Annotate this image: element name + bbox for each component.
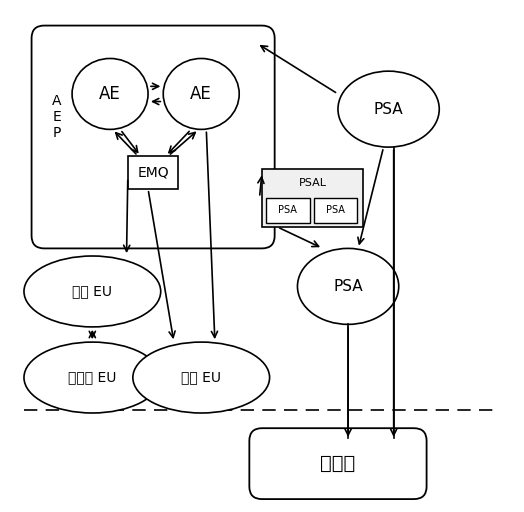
Text: EMQ: EMQ bbox=[137, 165, 169, 179]
FancyBboxPatch shape bbox=[128, 156, 179, 189]
Ellipse shape bbox=[133, 342, 269, 413]
Ellipse shape bbox=[298, 248, 399, 325]
FancyBboxPatch shape bbox=[249, 428, 427, 499]
Ellipse shape bbox=[24, 256, 161, 327]
Ellipse shape bbox=[72, 58, 148, 130]
Text: PSA: PSA bbox=[333, 279, 363, 294]
Text: PSAL: PSAL bbox=[299, 178, 326, 188]
FancyBboxPatch shape bbox=[314, 198, 357, 223]
Text: 同步 EU: 同步 EU bbox=[72, 285, 112, 298]
Text: 子代理: 子代理 bbox=[320, 454, 356, 473]
Ellipse shape bbox=[24, 342, 161, 413]
Text: A
E
P: A E P bbox=[52, 94, 62, 140]
Text: PSA: PSA bbox=[278, 205, 297, 216]
Text: PSA: PSA bbox=[374, 101, 403, 117]
Text: AE: AE bbox=[190, 85, 212, 103]
Text: AE: AE bbox=[99, 85, 121, 103]
FancyBboxPatch shape bbox=[262, 168, 363, 227]
Text: 持久化 EU: 持久化 EU bbox=[68, 371, 116, 385]
FancyBboxPatch shape bbox=[31, 26, 275, 248]
Ellipse shape bbox=[163, 58, 239, 130]
Ellipse shape bbox=[338, 71, 439, 147]
Text: PSA: PSA bbox=[326, 205, 345, 216]
Text: 协作 EU: 协作 EU bbox=[181, 371, 221, 385]
FancyBboxPatch shape bbox=[266, 198, 310, 223]
